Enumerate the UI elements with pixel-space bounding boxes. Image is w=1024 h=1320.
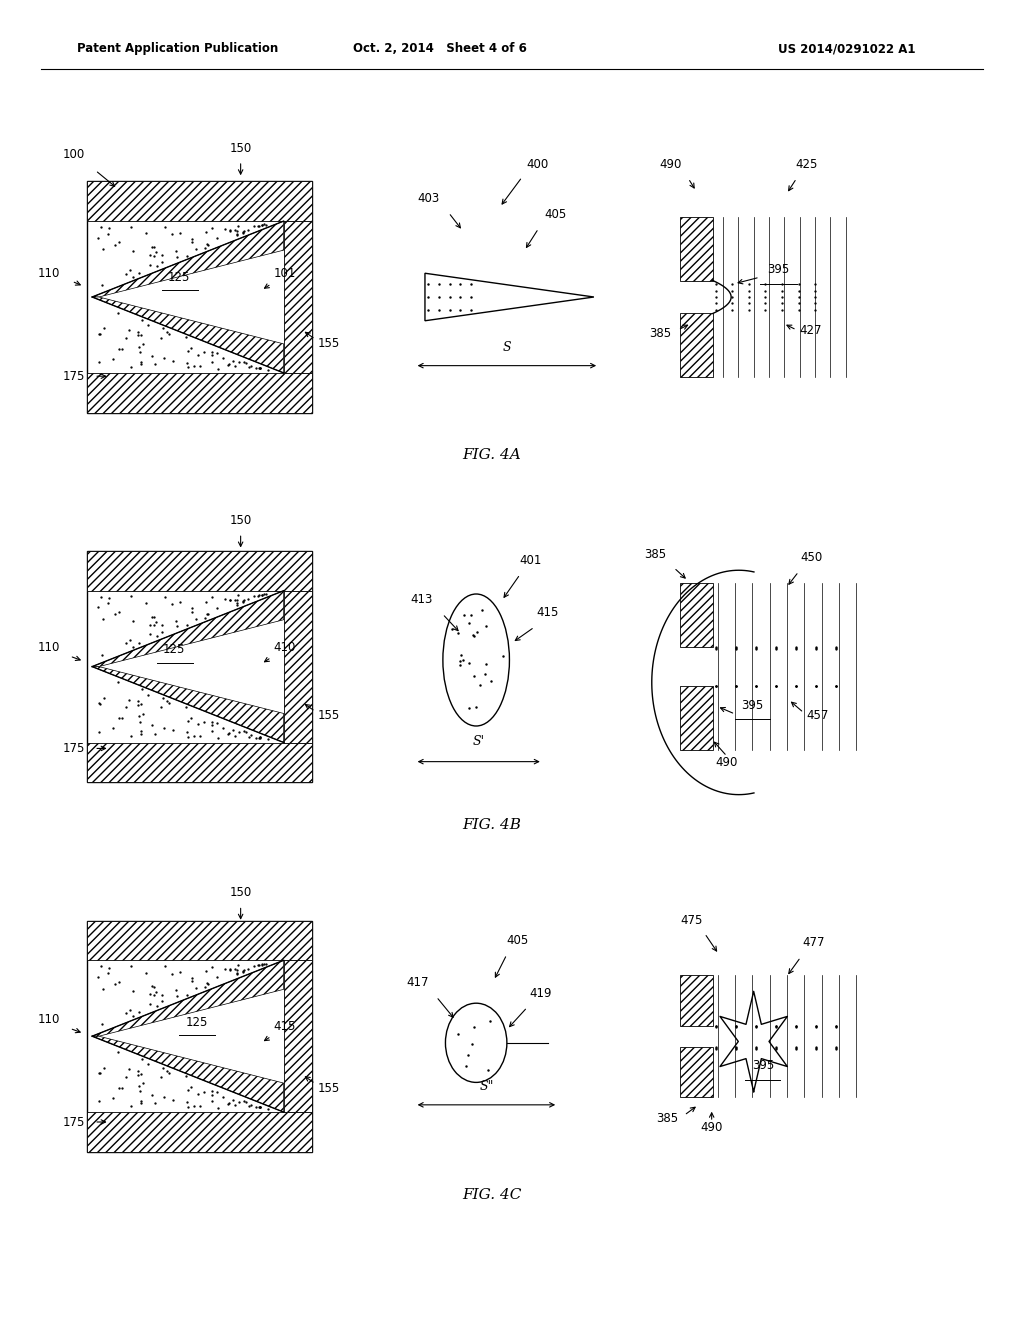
Text: 175: 175 bbox=[62, 742, 85, 755]
Text: 400: 400 bbox=[526, 157, 549, 170]
Text: 125: 125 bbox=[185, 1015, 208, 1028]
Ellipse shape bbox=[442, 594, 509, 726]
Text: S': S' bbox=[472, 735, 484, 748]
Text: 385: 385 bbox=[649, 326, 672, 339]
Text: 385: 385 bbox=[656, 1111, 679, 1125]
Text: 490: 490 bbox=[659, 157, 682, 170]
Polygon shape bbox=[92, 591, 284, 667]
Text: 415: 415 bbox=[537, 606, 559, 619]
Text: 175: 175 bbox=[62, 370, 85, 383]
Bar bbox=[87, 921, 312, 1151]
Bar bbox=[284, 961, 312, 1111]
Polygon shape bbox=[92, 220, 284, 297]
Text: 395: 395 bbox=[741, 698, 764, 711]
Text: 101: 101 bbox=[273, 267, 296, 280]
Text: Oct. 2, 2014   Sheet 4 of 6: Oct. 2, 2014 Sheet 4 of 6 bbox=[353, 42, 527, 55]
Text: 125: 125 bbox=[168, 271, 190, 284]
Text: 417: 417 bbox=[407, 975, 429, 989]
Text: 155: 155 bbox=[317, 709, 340, 722]
Bar bbox=[87, 742, 312, 781]
Text: 110: 110 bbox=[38, 640, 60, 653]
Text: 450: 450 bbox=[800, 550, 822, 564]
Bar bbox=[87, 921, 312, 961]
Polygon shape bbox=[92, 667, 284, 742]
Text: FIG. 4B: FIG. 4B bbox=[462, 818, 521, 832]
Polygon shape bbox=[92, 297, 284, 372]
Bar bbox=[87, 1111, 312, 1151]
Text: 425: 425 bbox=[796, 157, 818, 170]
Text: 175: 175 bbox=[62, 1115, 85, 1129]
Bar bbox=[284, 220, 312, 372]
Bar bbox=[87, 552, 312, 591]
Bar bbox=[87, 372, 312, 412]
Text: 477: 477 bbox=[803, 936, 825, 949]
Text: 415: 415 bbox=[273, 1019, 296, 1032]
Text: 427: 427 bbox=[800, 323, 822, 337]
Text: 155: 155 bbox=[317, 337, 340, 350]
Bar bbox=[87, 181, 312, 412]
Text: S": S" bbox=[479, 1080, 494, 1093]
Text: 413: 413 bbox=[411, 593, 433, 606]
Text: S: S bbox=[503, 341, 511, 354]
Text: FIG. 4C: FIG. 4C bbox=[462, 1188, 521, 1201]
Text: 419: 419 bbox=[529, 986, 552, 999]
Bar bbox=[680, 1047, 713, 1097]
Text: 385: 385 bbox=[644, 548, 667, 561]
Text: 490: 490 bbox=[700, 1121, 723, 1134]
Bar bbox=[680, 216, 713, 281]
Bar bbox=[87, 181, 312, 220]
Text: 395: 395 bbox=[752, 1059, 774, 1072]
Text: 490: 490 bbox=[716, 755, 738, 768]
Bar bbox=[87, 552, 312, 781]
Text: FIG. 4A: FIG. 4A bbox=[462, 449, 521, 462]
Text: Patent Application Publication: Patent Application Publication bbox=[77, 42, 279, 55]
Text: 401: 401 bbox=[519, 553, 542, 566]
Text: 110: 110 bbox=[38, 1012, 60, 1026]
Ellipse shape bbox=[445, 1003, 507, 1082]
Bar bbox=[680, 975, 713, 1026]
Polygon shape bbox=[92, 961, 284, 1036]
Bar bbox=[680, 314, 713, 378]
Text: 395: 395 bbox=[767, 263, 790, 276]
Text: 100: 100 bbox=[62, 148, 85, 161]
Bar bbox=[680, 583, 713, 647]
Text: 125: 125 bbox=[163, 643, 185, 656]
Text: 150: 150 bbox=[229, 141, 252, 154]
Text: 110: 110 bbox=[38, 267, 60, 280]
Polygon shape bbox=[92, 1036, 284, 1111]
Bar bbox=[284, 591, 312, 742]
Text: 475: 475 bbox=[680, 913, 702, 927]
Text: 457: 457 bbox=[806, 709, 828, 722]
Text: 403: 403 bbox=[417, 191, 439, 205]
Polygon shape bbox=[425, 273, 594, 321]
Text: US 2014/0291022 A1: US 2014/0291022 A1 bbox=[778, 42, 915, 55]
Text: 410: 410 bbox=[273, 640, 296, 653]
Text: 155: 155 bbox=[317, 1081, 340, 1094]
Text: 150: 150 bbox=[229, 513, 252, 527]
Text: 405: 405 bbox=[544, 207, 566, 220]
Text: 405: 405 bbox=[506, 933, 528, 946]
Text: 150: 150 bbox=[229, 886, 252, 899]
Bar bbox=[680, 686, 713, 750]
